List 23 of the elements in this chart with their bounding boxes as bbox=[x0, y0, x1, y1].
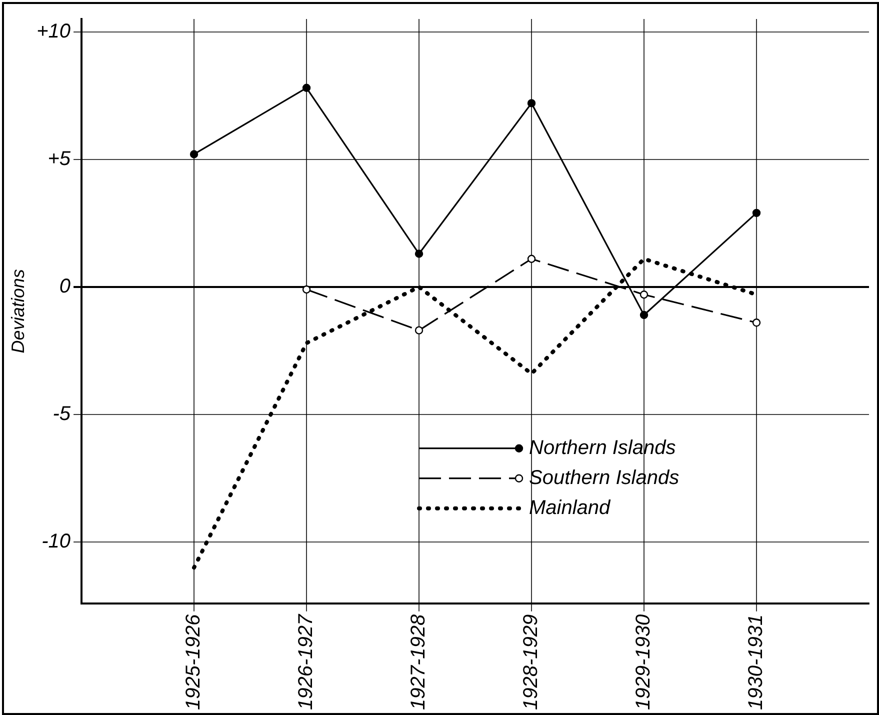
x-tick-label: 1929-1930 bbox=[632, 614, 655, 710]
x-tick-label: 1926-1927 bbox=[295, 613, 318, 710]
point bbox=[527, 254, 536, 263]
point bbox=[302, 84, 311, 92]
point bbox=[752, 208, 761, 218]
y-tick-label: -10 bbox=[42, 530, 71, 553]
point bbox=[640, 290, 648, 299]
point bbox=[752, 318, 761, 327]
point bbox=[640, 310, 648, 320]
x-tick-label: 1927-1928 bbox=[408, 614, 430, 710]
point bbox=[190, 150, 198, 158]
x-tick-label: 1928-1929 bbox=[520, 614, 542, 710]
y-tick-label: +10 bbox=[36, 20, 71, 42]
point bbox=[302, 285, 311, 294]
point bbox=[527, 99, 536, 108]
point bbox=[414, 326, 424, 334]
y-tick-label: +5 bbox=[48, 148, 72, 170]
x-tick-label: 1930-1931 bbox=[745, 614, 768, 710]
y-tick-label: -5 bbox=[52, 403, 72, 426]
y-axis-title: Deviations bbox=[8, 269, 28, 354]
y-tick-label: 0 bbox=[59, 276, 71, 298]
point bbox=[414, 250, 424, 258]
x-tick-label: 1925-1926 bbox=[182, 613, 205, 710]
